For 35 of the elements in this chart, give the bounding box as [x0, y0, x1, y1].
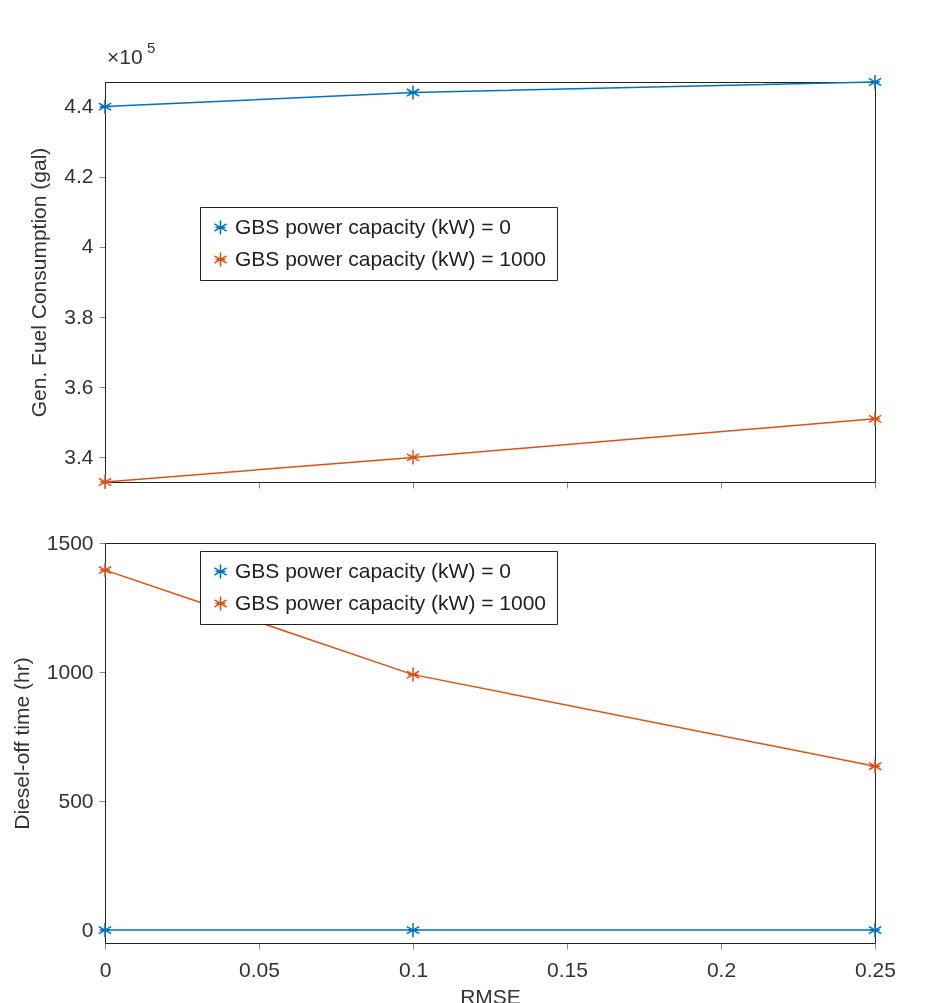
y-axis-title: Diesel-off time (hr) — [9, 657, 33, 830]
point — [406, 84, 420, 101]
x-tick-label: 0.15 — [547, 957, 588, 981]
legend-label: GBS power capacity (kW) = 0 — [235, 214, 512, 238]
point — [406, 666, 420, 683]
y-tick-label: 4 — [81, 234, 94, 258]
y-axis-title: Gen. Fuel Consumption (gal) — [27, 147, 51, 418]
point — [868, 922, 882, 938]
y-tick-label: 3.6 — [64, 374, 94, 398]
x-tick-label: 0.25 — [855, 957, 896, 981]
y-tick-label: 4.4 — [64, 94, 94, 118]
point — [98, 474, 112, 490]
legend-label: GBS power capacity (kW) = 1000 — [235, 590, 547, 614]
y-tick-label: 3.4 — [64, 444, 94, 468]
point — [98, 562, 112, 578]
point — [868, 758, 882, 775]
y-tick-label: 0 — [81, 917, 94, 941]
y-tick-label: 3.8 — [64, 304, 94, 328]
point — [406, 922, 420, 938]
y-tick-label: 4.2 — [64, 164, 94, 188]
x-tick-label: 0.05 — [239, 957, 280, 981]
y-tick-label: 1000 — [46, 659, 94, 683]
y-tick-label: 500 — [58, 788, 94, 812]
legend-label: GBS power capacity (kW) = 0 — [235, 558, 512, 582]
point — [868, 74, 882, 90]
y-tick-label: 1500 — [46, 530, 94, 554]
x-axis-title: RMSE — [460, 984, 521, 1003]
point — [406, 449, 420, 466]
point — [868, 411, 882, 427]
x-tick-label: 0.2 — [706, 957, 737, 981]
x-tick-label: 0 — [99, 957, 112, 981]
legend-label: GBS power capacity (kW) = 1000 — [235, 246, 547, 270]
point — [98, 98, 112, 115]
x-tick-label: 0.1 — [398, 957, 429, 981]
point — [98, 922, 112, 938]
